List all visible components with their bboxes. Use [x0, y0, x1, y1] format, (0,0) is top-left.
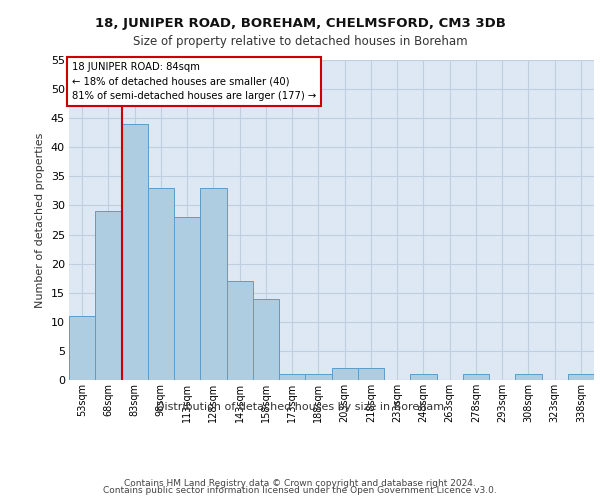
Bar: [515, 374, 542, 380]
Text: 18, JUNIPER ROAD, BOREHAM, CHELMSFORD, CM3 3DB: 18, JUNIPER ROAD, BOREHAM, CHELMSFORD, C…: [95, 18, 505, 30]
Bar: [253, 298, 279, 380]
Text: Distribution of detached houses by size in Boreham: Distribution of detached houses by size …: [156, 402, 444, 412]
Bar: [121, 124, 148, 380]
Bar: [200, 188, 227, 380]
Bar: [410, 374, 437, 380]
Bar: [305, 374, 331, 380]
Text: 18 JUNIPER ROAD: 84sqm
← 18% of detached houses are smaller (40)
81% of semi-det: 18 JUNIPER ROAD: 84sqm ← 18% of detached…: [71, 62, 316, 101]
Text: Size of property relative to detached houses in Boreham: Size of property relative to detached ho…: [133, 35, 467, 48]
Bar: [358, 368, 384, 380]
Bar: [148, 188, 174, 380]
Bar: [463, 374, 489, 380]
Y-axis label: Number of detached properties: Number of detached properties: [35, 132, 45, 308]
Bar: [69, 316, 95, 380]
Bar: [174, 217, 200, 380]
Bar: [95, 212, 121, 380]
Bar: [568, 374, 594, 380]
Text: Contains public sector information licensed under the Open Government Licence v3: Contains public sector information licen…: [103, 486, 497, 495]
Bar: [227, 281, 253, 380]
Text: Contains HM Land Registry data © Crown copyright and database right 2024.: Contains HM Land Registry data © Crown c…: [124, 478, 476, 488]
Bar: [279, 374, 305, 380]
Bar: [331, 368, 358, 380]
